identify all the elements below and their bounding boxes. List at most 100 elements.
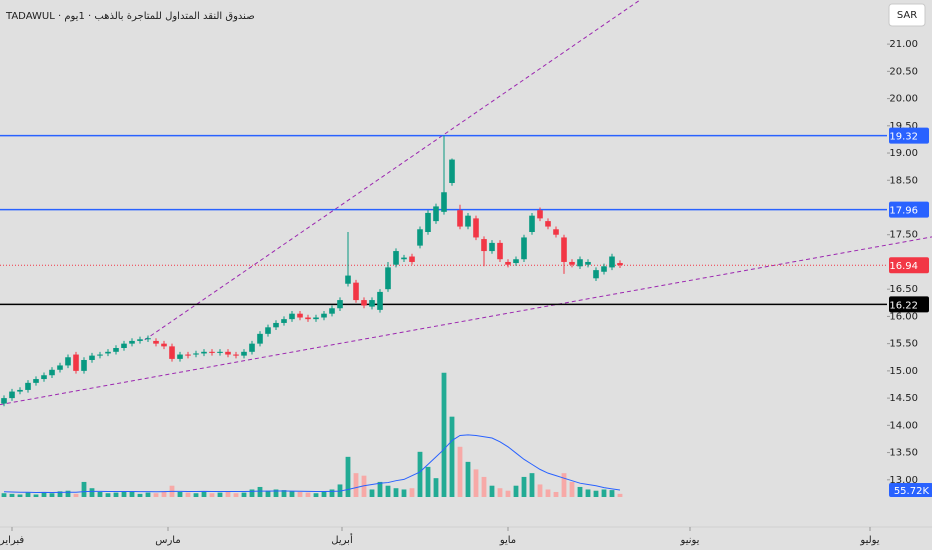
price-tag [889, 201, 929, 218]
price-tag [889, 296, 929, 313]
volume-bar [289, 491, 295, 497]
volume-bar [433, 478, 439, 497]
volume-bar [17, 494, 23, 497]
candle-body [17, 389, 23, 392]
volume-bar [249, 489, 255, 497]
volume-bar [545, 489, 551, 497]
volume-bar [497, 488, 503, 497]
price-tag-label: 17.96 [889, 206, 918, 217]
y-tick-label: 18.50 [889, 175, 918, 186]
volume-bar [529, 473, 535, 497]
volume-bar [601, 489, 607, 497]
volume-bar [553, 491, 559, 497]
candle-body [537, 210, 543, 219]
volume-bar [473, 469, 479, 497]
candle-body [433, 206, 439, 222]
volume-bar [65, 490, 71, 497]
candle-body [617, 263, 623, 266]
candle-body [473, 218, 479, 238]
y-tick-label: 15.00 [889, 366, 918, 377]
y-tick-label: 19.00 [889, 148, 918, 159]
candle-body [209, 351, 215, 353]
candle-body [385, 267, 391, 290]
candle-body [497, 242, 503, 260]
candle-body [585, 261, 591, 265]
volume-bar [577, 486, 583, 497]
volume-bar [177, 491, 183, 497]
volume-bar [201, 491, 207, 497]
candle-body [137, 339, 143, 341]
y-tick-label: 20.50 [889, 66, 918, 77]
volume-bar [313, 493, 319, 497]
candle-body [505, 261, 511, 265]
volume-bar [513, 485, 519, 497]
candle-body [105, 351, 111, 354]
volume-bar [233, 493, 239, 497]
volume-bar [465, 461, 471, 497]
volume-bar [161, 491, 167, 497]
volume-bar [377, 481, 383, 497]
candle-body [177, 354, 183, 359]
candle-body [593, 270, 599, 279]
candle-body [417, 229, 423, 246]
volume-ma-tag [889, 483, 932, 498]
price-tag-label: 19.32 [889, 132, 918, 143]
candle-body [337, 300, 343, 309]
volume-bar [593, 490, 599, 497]
volume-bar [345, 456, 351, 497]
volume-bar [281, 490, 287, 497]
y-tick-label: 16.50 [889, 284, 918, 295]
candle-body [489, 242, 495, 252]
volume-bar [561, 473, 567, 497]
volume-bar [361, 475, 367, 497]
volume-bar [257, 486, 263, 497]
candle-body [273, 322, 279, 328]
candle-body [345, 275, 351, 284]
candle-body [257, 333, 263, 344]
volume-bar [97, 491, 103, 497]
candle-body [401, 257, 407, 260]
volume-bar [353, 473, 359, 497]
volume-bar [393, 488, 399, 497]
volume-ma-tag-label: 55.72K [894, 486, 930, 497]
currency-label[interactable]: SAR [897, 10, 917, 21]
candle-body [305, 317, 311, 320]
volume-bar [321, 491, 327, 497]
candle-body [561, 237, 567, 262]
candle-body [185, 354, 191, 356]
candle-body [65, 357, 71, 366]
volume-bar [193, 493, 199, 497]
volume-bar [217, 492, 223, 497]
volume-bar [537, 484, 543, 497]
volume-bar [569, 481, 575, 497]
currency-button[interactable] [888, 3, 926, 27]
x-tick-label: يونيو [680, 535, 700, 546]
price-tag [889, 257, 929, 274]
chart-title: TADAWUL · صندوق النقد المتداول للمتاجرة … [5, 11, 255, 22]
volume-bar [449, 416, 455, 497]
candle-body [393, 251, 399, 265]
volume-bar [305, 492, 311, 497]
candle-body [217, 351, 223, 353]
x-tick-label: فبراير [0, 535, 24, 546]
volume-bar [385, 485, 391, 497]
volume-bar [409, 488, 415, 497]
candle-body [193, 353, 199, 355]
y-tick-label: 16.00 [889, 311, 918, 322]
candle-body [81, 359, 87, 371]
volume-bar [33, 494, 39, 497]
volume-bar [209, 493, 215, 497]
volume-bar [121, 491, 127, 497]
candle-body [361, 300, 367, 306]
candle-body [521, 237, 527, 260]
y-tick-label: 21.00 [889, 39, 918, 50]
volume-bar [49, 493, 55, 497]
y-tick-label: 19.50 [889, 121, 918, 132]
plot-area [0, 0, 932, 497]
candle-body [457, 210, 463, 227]
candle-body [145, 338, 151, 340]
volume-bar [225, 491, 231, 497]
candle-body [161, 343, 167, 347]
